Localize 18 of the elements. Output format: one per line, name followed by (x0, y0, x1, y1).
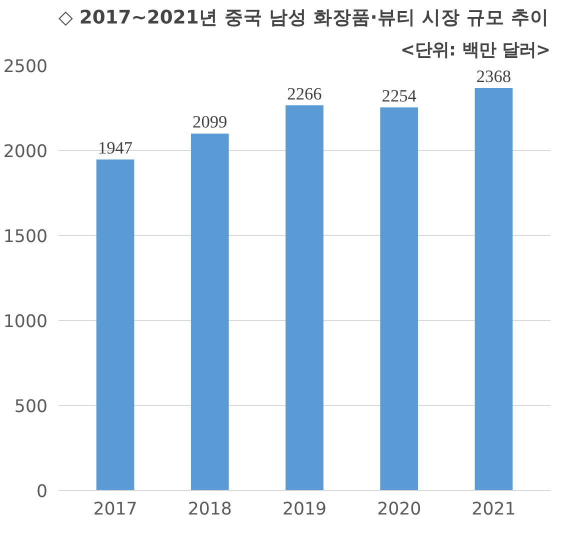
x-tick-label: 2017 (93, 500, 138, 520)
data-label: 2266 (287, 84, 322, 104)
data-label: 2254 (382, 86, 417, 106)
y-tick-label: 0 (36, 482, 48, 502)
x-tick-label: 2019 (282, 500, 327, 520)
x-tick-label: 2020 (377, 500, 422, 520)
x-tick-label: 2021 (472, 500, 516, 520)
y-tick-label: 500 (14, 397, 48, 417)
x-tick-label: 2018 (188, 500, 232, 520)
data-label: 1947 (98, 138, 133, 158)
chart-title: ◇ 2017~2021년 중국 남성 화장품·뷰티 시장 규모 추이 (58, 8, 549, 28)
y-tick-label: 1000 (3, 312, 48, 332)
chart-subtitle: <단위: 백만 달러> (400, 40, 551, 60)
y-tick-label: 1500 (3, 227, 48, 247)
y-tick-label: 2000 (3, 142, 48, 162)
data-label: 2099 (192, 112, 228, 132)
y-tick-label: 2500 (3, 57, 48, 77)
data-label: 2368 (476, 66, 512, 86)
